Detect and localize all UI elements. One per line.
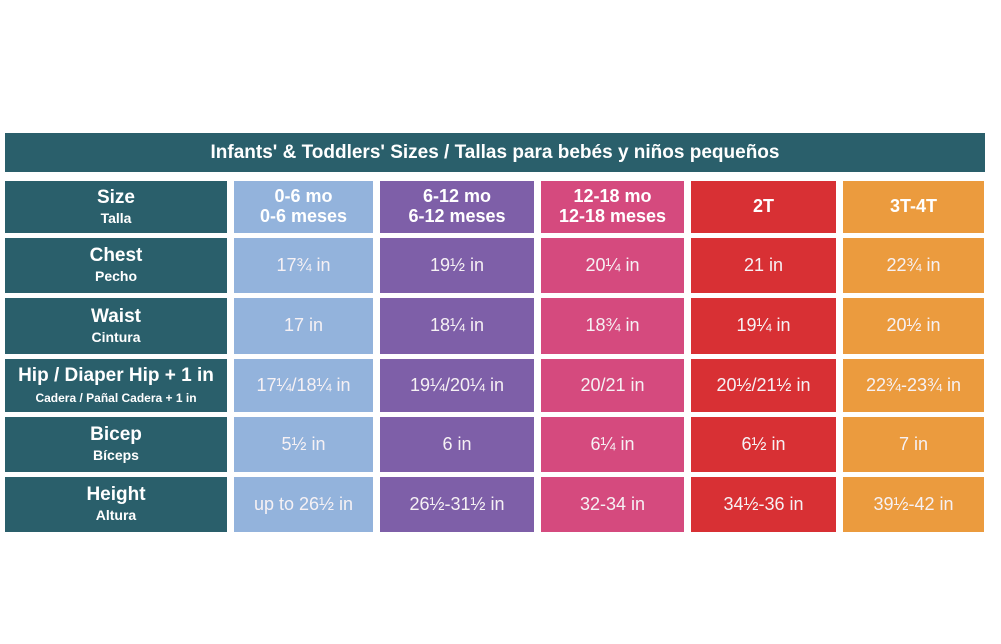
size-en: 6-12 mo bbox=[422, 186, 492, 207]
table-cell: 20/21 in bbox=[541, 359, 684, 412]
size-es: 0-6 meses bbox=[259, 206, 348, 226]
row-label-cell: Hip / Diaper Hip + 1 in Cadera / Pañal Ca… bbox=[5, 359, 227, 412]
table-cell: 5½ in bbox=[234, 417, 373, 472]
size-es: 6-12 meses bbox=[408, 206, 506, 226]
table-cell: 22¾ in bbox=[843, 238, 984, 293]
table-cell: 32-34 in bbox=[541, 477, 684, 532]
header-label-en: Size bbox=[96, 186, 136, 208]
size-en: 3T-4T bbox=[889, 196, 937, 217]
row-label-es: Cintura bbox=[91, 328, 141, 345]
table-cell: 19¼/20¼ in bbox=[380, 359, 534, 412]
table-cell: 22¾-23¾ in bbox=[843, 359, 984, 412]
row-label-cell: Bicep Bíceps bbox=[5, 417, 227, 472]
table-cell: 19¼ in bbox=[691, 298, 836, 354]
row-label-en: Waist bbox=[91, 305, 141, 327]
table-cell: 39½-42 in bbox=[843, 477, 984, 532]
table-cell: 6¼ in bbox=[541, 417, 684, 472]
row-label-es: Cadera / Pañal Cadera + 1 in bbox=[35, 390, 197, 405]
row-label-cell: Chest Pecho bbox=[5, 238, 227, 293]
table-cell: 18¼ in bbox=[380, 298, 534, 354]
header-label-es: Talla bbox=[100, 209, 132, 226]
row-label-en: Hip / Diaper Hip + 1 in bbox=[18, 364, 214, 386]
table-cell: 7 in bbox=[843, 417, 984, 472]
table-cell: 17 in bbox=[234, 298, 373, 354]
table-cell: up to 26½ in bbox=[234, 477, 373, 532]
size-header-3t-4t: 3T-4T bbox=[843, 181, 984, 233]
row-label-es: Bíceps bbox=[93, 447, 139, 464]
row-label-cell: Height Altura bbox=[5, 477, 227, 532]
table-cell: 20¼ in bbox=[541, 238, 684, 293]
header-label-cell: Size Talla bbox=[5, 181, 227, 233]
row-label-es: Altura bbox=[95, 507, 137, 524]
row-label-en: Chest bbox=[89, 245, 143, 267]
table-cell: 17¾ in bbox=[234, 238, 373, 293]
size-en: 2T bbox=[752, 196, 774, 217]
size-en: 0-6 mo bbox=[274, 186, 333, 207]
size-table: Size Talla 0-6 mo 0-6 meses 6-12 mo 6-12 m… bbox=[5, 181, 985, 532]
table-cell: 21 in bbox=[691, 238, 836, 293]
table-cell: 17¼/18¼ in bbox=[234, 359, 373, 412]
row-label-cell: Waist Cintura bbox=[5, 298, 227, 354]
row-label-en: Bicep bbox=[90, 424, 142, 446]
size-es: 12-18 meses bbox=[558, 206, 667, 226]
table-cell: 20½/21½ in bbox=[691, 359, 836, 412]
table-cell: 18¾ in bbox=[541, 298, 684, 354]
table-cell: 19½ in bbox=[380, 238, 534, 293]
table-cell: 34½-36 in bbox=[691, 477, 836, 532]
row-label-es: Pecho bbox=[94, 268, 137, 285]
size-en: 12-18 mo bbox=[573, 186, 652, 207]
size-header-12-18: 12-18 mo 12-18 meses bbox=[541, 181, 684, 233]
chart-title: Infants' & Toddlers' Sizes / Tallas para… bbox=[5, 133, 985, 172]
table-cell: 26½-31½ in bbox=[380, 477, 534, 532]
row-label-en: Height bbox=[86, 484, 146, 506]
table-cell: 6½ in bbox=[691, 417, 836, 472]
size-header-6-12: 6-12 mo 6-12 meses bbox=[380, 181, 534, 233]
table-cell: 6 in bbox=[380, 417, 534, 472]
size-header-2t: 2T bbox=[691, 181, 836, 233]
table-cell: 20½ in bbox=[843, 298, 984, 354]
size-header-0-6: 0-6 mo 0-6 meses bbox=[234, 181, 373, 233]
